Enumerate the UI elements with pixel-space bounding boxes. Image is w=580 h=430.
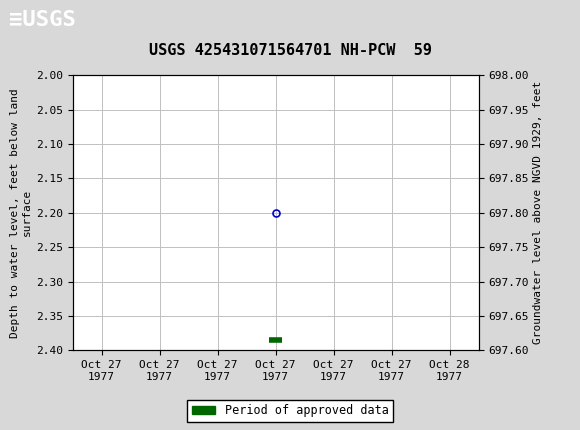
Text: USGS 425431071564701 NH-PCW  59: USGS 425431071564701 NH-PCW 59 <box>148 43 432 58</box>
Legend: Period of approved data: Period of approved data <box>187 399 393 422</box>
Text: ≡USGS: ≡USGS <box>9 10 75 31</box>
Y-axis label: Depth to water level, feet below land
surface: Depth to water level, feet below land su… <box>10 88 32 338</box>
Y-axis label: Groundwater level above NGVD 1929, feet: Groundwater level above NGVD 1929, feet <box>533 81 543 344</box>
